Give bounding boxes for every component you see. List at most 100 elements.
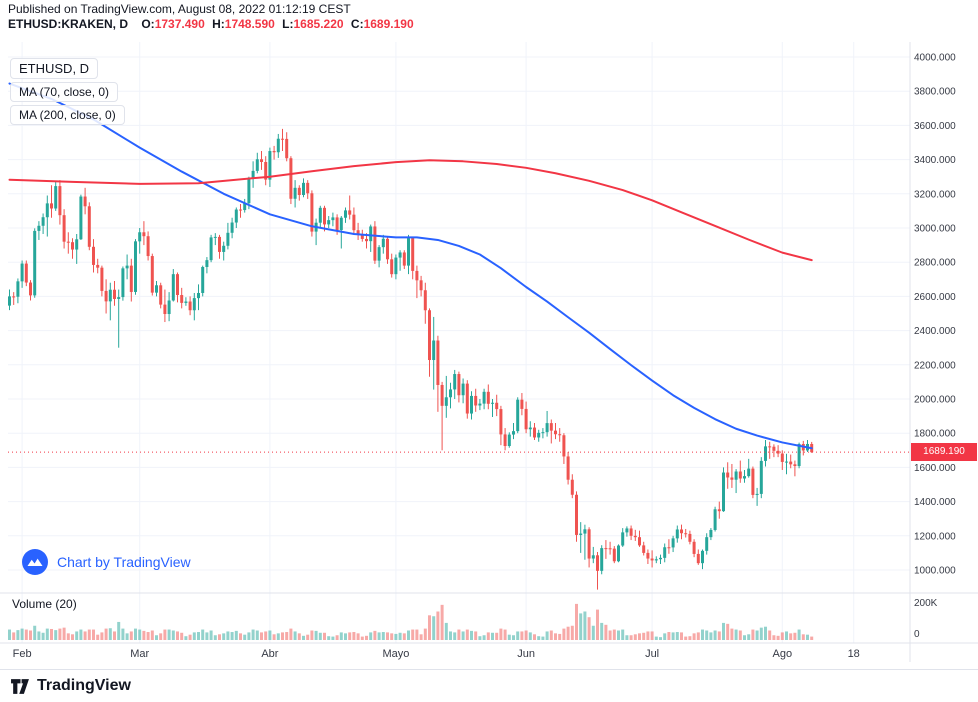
volume-bar [444, 622, 448, 640]
volume-bar [785, 631, 788, 640]
candle-body [281, 138, 284, 140]
volume-tick-label: 0 [914, 629, 920, 640]
volume-bar [213, 635, 217, 640]
volume-bar [390, 633, 394, 640]
candle-body [482, 391, 486, 404]
legend-ma200[interactable]: MA (200, close, 0) [10, 105, 125, 125]
volume-bar [780, 632, 784, 640]
volume-bar [184, 636, 188, 640]
candle-body [125, 265, 129, 269]
candle-body [75, 239, 79, 250]
candle-body [306, 182, 310, 194]
volume-bar [688, 636, 692, 640]
legend-symbol[interactable]: ETHUSD, D [10, 58, 99, 79]
volume-bar [377, 632, 381, 640]
volume-bar [675, 632, 679, 640]
price-axis[interactable] [910, 42, 978, 662]
candle-body [554, 430, 557, 435]
candle-body [62, 215, 66, 242]
price-tick-label: 2200.000 [914, 360, 956, 371]
volume-bar [470, 630, 473, 640]
candle-body [512, 431, 515, 435]
volume-bar [801, 634, 805, 640]
volume-bar [117, 621, 121, 640]
volume-bar [407, 630, 410, 640]
volume-bar [747, 634, 751, 640]
close-value: 1689.190 [363, 17, 414, 31]
candle-body [239, 209, 242, 211]
symbol-text: ETHUSD:KRAKEN, D [8, 17, 128, 31]
price-tick-label: 1200.000 [914, 531, 956, 542]
volume-bar [255, 630, 259, 640]
volume-bar [520, 631, 524, 640]
legend-ma70[interactable]: MA (70, close, 0) [10, 82, 119, 102]
candle-body [759, 460, 763, 494]
candle-body [302, 182, 305, 195]
candle-body [705, 537, 709, 551]
candle-body [150, 256, 154, 293]
tradingview-attribution[interactable]: Chart by TradingView [22, 549, 191, 575]
candle-body [398, 252, 402, 258]
volume-bar [306, 634, 310, 640]
volume-bar [348, 632, 352, 640]
candle-body [503, 434, 507, 447]
candle-body [654, 559, 658, 561]
publish-info: Published on TradingView.com, August 08,… [8, 2, 351, 16]
candle-body [570, 479, 574, 495]
candle-body [755, 493, 759, 495]
volume-bar [604, 624, 608, 640]
volume-bar [612, 629, 616, 640]
time-axis[interactable] [0, 643, 910, 665]
candle-body [184, 301, 188, 303]
volume-bar [482, 635, 486, 640]
volume-bar [625, 635, 629, 640]
time-tick-label: Abr [261, 648, 278, 660]
volume-bar [701, 629, 704, 640]
close-label: C: [350, 17, 364, 31]
volume-bar [621, 629, 625, 640]
tradingview-logo-icon [11, 679, 29, 694]
candle-body [394, 257, 398, 275]
candle-body [297, 187, 301, 195]
volume-bar [617, 630, 620, 640]
volume-bar [810, 636, 814, 640]
candle-body [650, 558, 654, 561]
volume-tick-label: 200K [914, 598, 938, 609]
candle-body [402, 252, 406, 266]
volume-bar [436, 611, 440, 640]
volume-bar [171, 630, 175, 640]
footer-brand-text[interactable]: TradingView [37, 677, 131, 694]
candle-body [293, 187, 297, 199]
volume-bar [545, 631, 549, 640]
volume-indicator-label[interactable]: Volume (20) [12, 597, 77, 611]
candle-body [352, 214, 356, 231]
volume-bar [419, 634, 423, 640]
candle-body [684, 533, 688, 535]
volume-bar [432, 616, 436, 640]
candle-body [134, 241, 137, 292]
candle-body [701, 550, 704, 564]
volume-bar [75, 631, 79, 640]
candle-body [205, 260, 209, 267]
candle-body [171, 274, 175, 301]
volume-bar [696, 632, 700, 640]
volume-bar [356, 633, 360, 640]
volume-bar [373, 630, 377, 640]
candle-body [558, 434, 562, 436]
candle-body [659, 557, 662, 560]
candle-body [507, 434, 511, 447]
volume-bar [764, 626, 767, 640]
volume-bar [398, 632, 402, 640]
last-price-tag: 1689.190 [911, 443, 977, 461]
volume-bar [570, 625, 574, 640]
candle-body [780, 453, 784, 462]
volume-bar [394, 633, 398, 640]
candle-body [449, 389, 452, 398]
volume-bar [654, 636, 658, 640]
candle-body [247, 177, 251, 204]
candle-body [37, 225, 41, 231]
candle-body [356, 230, 360, 234]
candle-body [461, 383, 465, 396]
